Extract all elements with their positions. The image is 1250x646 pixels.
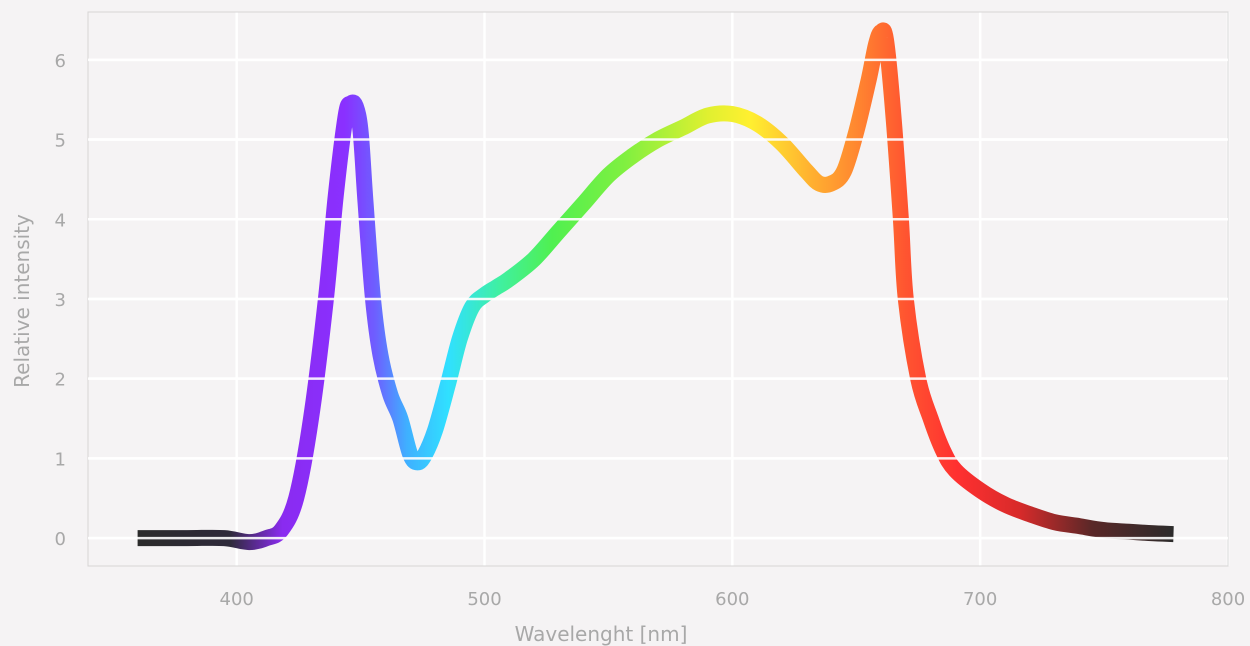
y-tick-label: 3 [55, 290, 66, 311]
x-tick-label: 400 [220, 589, 254, 610]
grid-overlay [88, 58, 1228, 540]
y-axis-label: Relative intensity [10, 214, 34, 388]
y-tick-labels: 0 1 2 3 4 5 6 [55, 51, 66, 550]
grid [88, 12, 1230, 566]
x-tick-label: 500 [467, 589, 501, 610]
y-tick-label: 4 [55, 210, 66, 231]
y-tick-label: 6 [55, 51, 66, 72]
x-tick-label: 600 [715, 589, 749, 610]
y-tick-label: 0 [55, 529, 66, 550]
x-tick-labels: 400 500 600 700 800 [220, 589, 1246, 610]
y-tick-label: 5 [55, 131, 66, 152]
plot-frame [87, 11, 1229, 567]
x-tick-label: 800 [1211, 589, 1245, 610]
series-line [137, 22, 1174, 551]
y-tick-label: 1 [55, 449, 66, 470]
y-tick-label: 2 [55, 370, 66, 391]
x-axis-label: Wavelenght [nm] [515, 622, 688, 646]
x-tick-label: 700 [963, 589, 997, 610]
